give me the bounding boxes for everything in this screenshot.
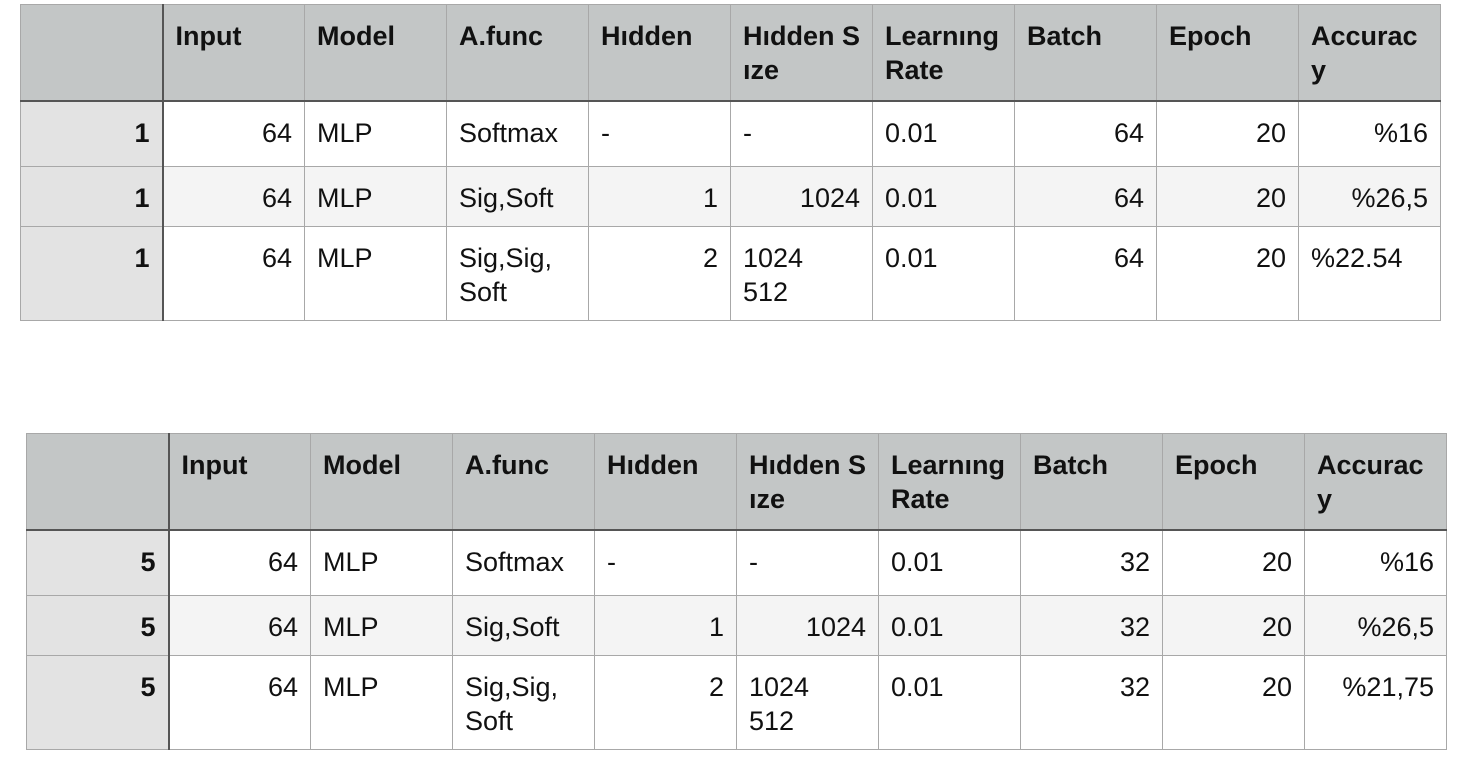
input-cell: 64 <box>168 595 311 656</box>
accuracy-cell: %26,5 <box>1304 595 1447 656</box>
results-table-1: Input Model A.func Hıdden Hıdden Sıze Le… <box>20 4 1441 321</box>
learning-rate-cell: 0.01 <box>878 595 1021 656</box>
header-row: Input Model A.func Hıdden Hıdden Sıze Le… <box>20 4 1441 102</box>
learning-rate-cell: 0.01 <box>872 226 1015 321</box>
header-hidden-size: Hıdden Sıze <box>730 4 873 102</box>
header-model: Model <box>310 433 453 531</box>
input-cell: 64 <box>162 100 305 167</box>
results-table-2: Input Model A.func Hıdden Hıdden Sıze Le… <box>26 433 1447 750</box>
table-row: 5 64 MLP Sig,Sig, Soft 2 1024 512 0.01 3… <box>26 655 1447 750</box>
hidden-cell: 1 <box>594 595 737 656</box>
hidden-cell: - <box>594 529 737 596</box>
header-batch: Batch <box>1020 433 1163 531</box>
header-hidden-size: Hıdden Sıze <box>736 433 879 531</box>
activation-cell: Softmax <box>452 529 595 596</box>
header-activation-function: A.func <box>452 433 595 531</box>
accuracy-cell: %26,5 <box>1298 166 1441 227</box>
header-hidden: Hıdden <box>588 4 731 102</box>
batch-cell: 32 <box>1020 655 1163 750</box>
header-epoch: Epoch <box>1156 4 1299 102</box>
batch-cell: 32 <box>1020 529 1163 596</box>
hidden-cell: 2 <box>588 226 731 321</box>
corner-cell <box>26 433 170 531</box>
table-row: 1 64 MLP Sig,Sig, Soft 2 1024 512 0.01 6… <box>20 226 1441 321</box>
learning-rate-cell: 0.01 <box>878 655 1021 750</box>
epoch-cell: 20 <box>1162 655 1305 750</box>
table-row: 5 64 MLP Sig,Soft 1 1024 0.01 32 20 %26,… <box>26 595 1447 656</box>
row-label: 1 <box>20 226 164 321</box>
accuracy-cell: %16 <box>1298 100 1441 167</box>
hidden-size-cell: - <box>736 529 879 596</box>
accuracy-cell: %22.54 <box>1298 226 1441 321</box>
row-label: 1 <box>20 166 164 227</box>
hidden-cell: 2 <box>594 655 737 750</box>
header-hidden: Hıdden <box>594 433 737 531</box>
input-cell: 64 <box>162 226 305 321</box>
row-label: 5 <box>26 595 170 656</box>
header-activation-function: A.func <box>446 4 589 102</box>
header-input: Input <box>162 4 305 102</box>
header-epoch: Epoch <box>1162 433 1305 531</box>
activation-cell: Sig,Soft <box>452 595 595 656</box>
hidden-cell: 1 <box>588 166 731 227</box>
header-model: Model <box>304 4 447 102</box>
hidden-size-cell: 1024 512 <box>730 226 873 321</box>
table-row: 1 64 MLP Sig,Soft 1 1024 0.01 64 20 %26,… <box>20 166 1441 227</box>
row-label: 1 <box>20 100 164 167</box>
epoch-cell: 20 <box>1162 595 1305 656</box>
input-cell: 64 <box>168 655 311 750</box>
epoch-cell: 20 <box>1162 529 1305 596</box>
table-row: 5 64 MLP Softmax - - 0.01 32 20 %16 <box>26 529 1447 596</box>
batch-cell: 32 <box>1020 595 1163 656</box>
header-row: Input Model A.func Hıdden Hıdden Sıze Le… <box>26 433 1447 531</box>
epoch-cell: 20 <box>1156 100 1299 167</box>
learning-rate-cell: 0.01 <box>878 529 1021 596</box>
header-learning-rate: Learnıng Rate <box>878 433 1021 531</box>
input-cell: 64 <box>168 529 311 596</box>
table-row: 1 64 MLP Softmax - - 0.01 64 20 %16 <box>20 100 1441 167</box>
row-label: 5 <box>26 655 170 750</box>
model-cell: MLP <box>304 226 447 321</box>
activation-cell: Sig,Soft <box>446 166 589 227</box>
hidden-size-cell: - <box>730 100 873 167</box>
model-cell: MLP <box>304 166 447 227</box>
model-cell: MLP <box>310 655 453 750</box>
learning-rate-cell: 0.01 <box>872 100 1015 167</box>
header-accuracy: Accuracy <box>1298 4 1441 102</box>
activation-cell: Sig,Sig, Soft <box>446 226 589 321</box>
accuracy-cell: %21,75 <box>1304 655 1447 750</box>
accuracy-cell: %16 <box>1304 529 1447 596</box>
activation-cell: Softmax <box>446 100 589 167</box>
row-label: 5 <box>26 529 170 596</box>
activation-cell: Sig,Sig, Soft <box>452 655 595 750</box>
hidden-size-cell: 1024 <box>730 166 873 227</box>
header-input: Input <box>168 433 311 531</box>
hidden-size-cell: 1024 <box>736 595 879 656</box>
epoch-cell: 20 <box>1156 226 1299 321</box>
batch-cell: 64 <box>1014 100 1157 167</box>
model-cell: MLP <box>304 100 447 167</box>
model-cell: MLP <box>310 595 453 656</box>
header-accuracy: Accuracy <box>1304 433 1447 531</box>
header-batch: Batch <box>1014 4 1157 102</box>
hidden-size-cell: 1024 512 <box>736 655 879 750</box>
batch-cell: 64 <box>1014 226 1157 321</box>
learning-rate-cell: 0.01 <box>872 166 1015 227</box>
model-cell: MLP <box>310 529 453 596</box>
batch-cell: 64 <box>1014 166 1157 227</box>
header-learning-rate: Learnıng Rate <box>872 4 1015 102</box>
corner-cell <box>20 4 164 102</box>
epoch-cell: 20 <box>1156 166 1299 227</box>
hidden-cell: - <box>588 100 731 167</box>
input-cell: 64 <box>162 166 305 227</box>
